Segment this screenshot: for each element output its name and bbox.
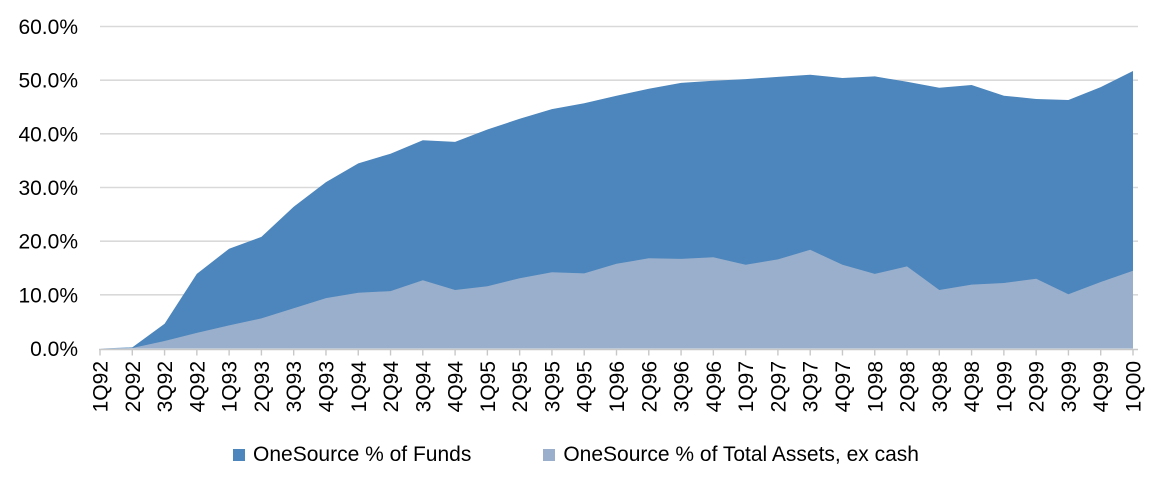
x-tick-label: 4Q98 bbox=[961, 361, 984, 412]
y-tick-label: 0.0% bbox=[30, 338, 78, 361]
legend-label-assets: OneSource % of Total Assets, ex cash bbox=[563, 443, 919, 466]
y-tick-label: 30.0% bbox=[18, 177, 78, 200]
x-tick-label: 1Q92 bbox=[90, 361, 113, 412]
x-tick-label: 4Q96 bbox=[703, 361, 726, 412]
x-tick-label: 2Q92 bbox=[122, 361, 145, 412]
area-chart: 0.0% 10.0% 20.0% 30.0% 40.0% 50.0% 60.0% 1Q92 2Q… bbox=[18, 16, 1146, 413]
x-tick-label: 2Q97 bbox=[767, 361, 790, 412]
x-tick-label: 2Q94 bbox=[380, 361, 403, 413]
y-tick-label: 60.0% bbox=[18, 16, 78, 39]
x-tick-label: 2Q98 bbox=[897, 361, 920, 412]
x-tick-label: 1Q98 bbox=[864, 361, 887, 412]
x-tick-label: 3Q92 bbox=[154, 361, 177, 412]
y-tick-label: 10.0% bbox=[18, 284, 78, 307]
x-tick-label: 2Q96 bbox=[638, 361, 661, 412]
x-tick-label: 3Q99 bbox=[1058, 361, 1081, 412]
x-tick-label: 3Q97 bbox=[800, 361, 823, 412]
x-tick-label: 2Q99 bbox=[1026, 361, 1049, 412]
x-tick-label: 2Q95 bbox=[509, 361, 532, 412]
x-tick-label: 4Q99 bbox=[1090, 361, 1113, 412]
legend-item-funds: OneSource % of Funds bbox=[233, 443, 471, 467]
x-tick-label: 4Q94 bbox=[445, 361, 468, 413]
x-tick-label: 1Q97 bbox=[735, 361, 758, 412]
chart-legend: OneSource % of Funds OneSource % of Total… bbox=[0, 443, 1152, 467]
area-series-assets bbox=[100, 249, 1133, 349]
legend-swatch-funds bbox=[233, 449, 246, 461]
x-tick-label: 3Q96 bbox=[671, 361, 694, 412]
x-tick-label: 1Q93 bbox=[219, 361, 242, 412]
legend-label-funds: OneSource % of Funds bbox=[253, 443, 472, 466]
legend-swatch-assets bbox=[543, 449, 556, 461]
x-tick-label: 4Q97 bbox=[832, 361, 855, 412]
x-tick-label: 1Q99 bbox=[993, 361, 1016, 412]
x-tick-label: 4Q92 bbox=[186, 361, 209, 412]
x-tick-label: 4Q93 bbox=[316, 361, 339, 412]
x-tick-label: 4Q95 bbox=[574, 361, 597, 412]
x-tick-label: 3Q98 bbox=[929, 361, 952, 412]
x-tick-label: 1Q94 bbox=[348, 361, 371, 413]
x-tick-label: 1Q95 bbox=[477, 361, 500, 412]
x-tick-label: 1Q00 bbox=[1123, 361, 1146, 412]
x-tick-label: 3Q93 bbox=[283, 361, 306, 412]
x-tick-label: 2Q93 bbox=[251, 361, 274, 412]
y-tick-label: 20.0% bbox=[18, 231, 78, 254]
legend-item-assets: OneSource % of Total Assets, ex cash bbox=[543, 443, 919, 467]
y-tick-label: 40.0% bbox=[18, 123, 78, 146]
x-tick-label: 1Q96 bbox=[606, 361, 629, 412]
x-tick-label: 3Q94 bbox=[412, 361, 435, 413]
y-tick-label: 50.0% bbox=[18, 70, 78, 93]
x-tick-label: 3Q95 bbox=[541, 361, 564, 412]
